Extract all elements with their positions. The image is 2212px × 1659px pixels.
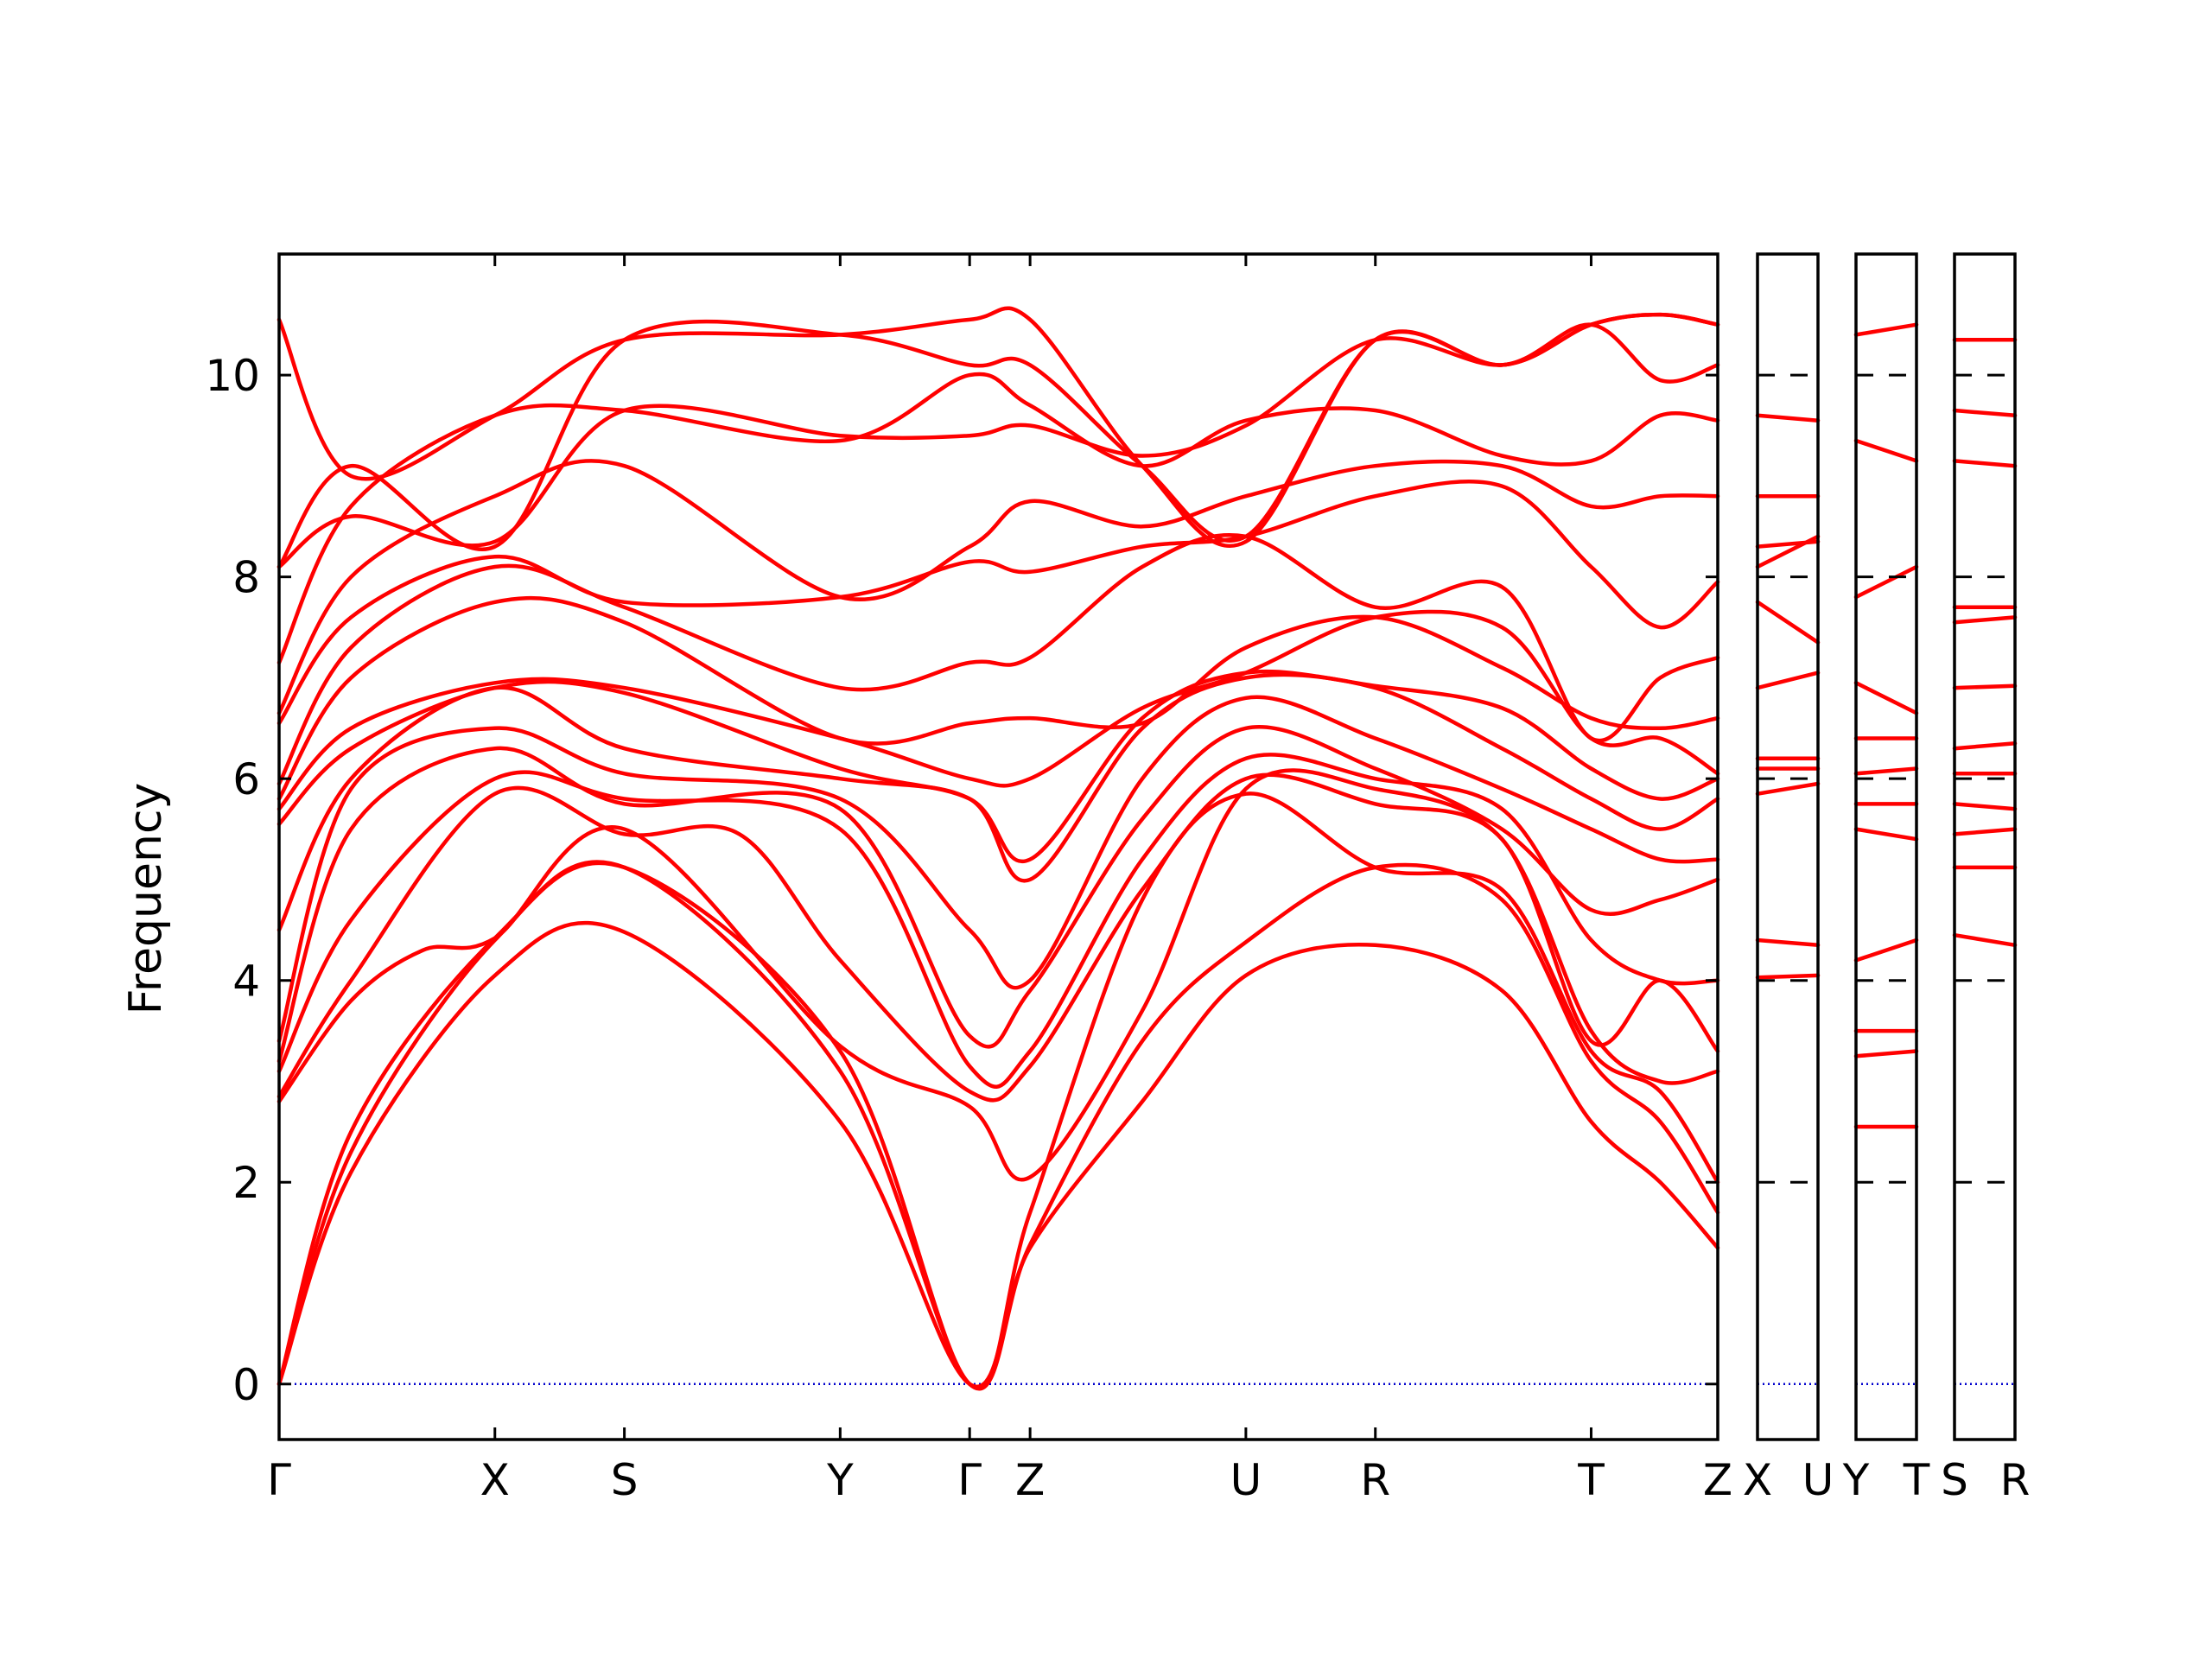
xtick-label-panel-1-8: T: [1577, 1455, 1605, 1505]
band-panel-1-5: [276, 772, 1720, 1103]
band-panel-2-7: [1755, 600, 1821, 645]
band-panel-3-7: [1853, 766, 1919, 776]
xtick-label-panel-1-5: Z: [1015, 1455, 1045, 1505]
xtick-label-panel-1-4: Γ: [957, 1455, 982, 1505]
xtick-label-panel-1-6: U: [1230, 1455, 1262, 1505]
ytick-label-0: 0: [232, 1360, 260, 1410]
band-panel-2-2: [1755, 938, 1821, 948]
ytick-label-5: 10: [205, 351, 260, 401]
ytick-label-3: 6: [232, 754, 260, 804]
band-panel-3-2: [1853, 1049, 1919, 1058]
band-panel-3-11: [1853, 438, 1919, 463]
y-axis-label: Frequency: [120, 783, 172, 1015]
band-panel-3-12: [1853, 322, 1919, 337]
band-panel-4-3: [1952, 827, 2018, 836]
xtick-label-panel-1-2: S: [611, 1455, 639, 1505]
band-panel-2-11: [1755, 413, 1821, 423]
xtick-label-panel-3-1: T: [1903, 1455, 1930, 1505]
band-panel-2-1: [1755, 973, 1821, 980]
band-curves: [276, 306, 2018, 1391]
band-panel-1-13: [276, 532, 1720, 786]
band-panel-1-12: [276, 595, 1720, 801]
y-axis: 0 2 4 6 8 10: [205, 351, 1718, 1410]
panel-frame-3: [1854, 252, 1918, 1441]
xtick-label-panel-1-9: Z: [1703, 1455, 1732, 1505]
xtick-label-panel-4-0: S: [1941, 1455, 1968, 1505]
band-panel-4-8: [1952, 615, 2018, 625]
band-panel-1-15: [276, 459, 1720, 715]
band-panel-3-9: [1853, 681, 1919, 715]
xtick-label-panel-1-7: R: [1360, 1455, 1390, 1505]
band-panel-2-6: [1755, 671, 1821, 690]
xtick-label-panel-3-0: Y: [1842, 1455, 1870, 1505]
band-panel-4-1: [1952, 932, 2018, 948]
ytick-label-2: 4: [232, 957, 260, 1007]
band-panel-4-11: [1952, 408, 2018, 418]
band-panel-3-4: [1853, 938, 1919, 963]
band-panel-4-7: [1952, 683, 2018, 690]
xtick-label-panel-1-3: Y: [826, 1455, 854, 1505]
panel-frame-2: [1756, 252, 1820, 1441]
xtick-label-panel-1-1: X: [480, 1455, 510, 1505]
band-panel-1-11: [276, 609, 1720, 811]
band-panel-4-4: [1952, 802, 2018, 811]
band-panel-2-3: [1755, 781, 1821, 796]
ytick-label-4: 8: [232, 553, 260, 603]
xtick-label-panel-1-0: Γ: [267, 1455, 291, 1505]
band-panel-1-14: [276, 480, 1720, 726]
band-panel-1-6: [276, 753, 1720, 1089]
band-panel-1-7: [276, 725, 1720, 1064]
band-panel-1-8: [276, 695, 1720, 1044]
panel-frames: [277, 252, 2017, 1441]
xtick-label-panel-2-1: U: [1802, 1455, 1834, 1505]
band-panel-4-6: [1952, 741, 2018, 751]
band-panel-1-19: [276, 306, 1720, 549]
xtick-label-panel-2-0: X: [1743, 1455, 1772, 1505]
band-panel-4-10: [1952, 459, 2018, 468]
xtick-label-panel-4-1: R: [2000, 1455, 2031, 1505]
band-panel-1-10: [276, 669, 1720, 864]
panel-frame-1: [277, 252, 1719, 1441]
band-panel-3-10: [1853, 564, 1919, 600]
panel-frame-4: [1953, 252, 2017, 1441]
band-panel-2-9: [1755, 539, 1821, 549]
ytick-label-1: 2: [232, 1158, 260, 1208]
band-panel-3-5: [1853, 827, 1919, 842]
